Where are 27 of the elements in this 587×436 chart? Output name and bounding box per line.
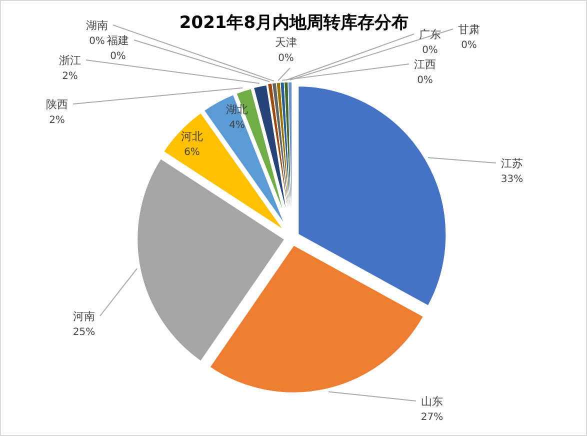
data-label: 33% (500, 174, 524, 185)
chart-title: 2021年8月内地周转库存分布 (179, 13, 409, 33)
slice-label: 江苏 (501, 157, 523, 170)
data-label: 0% (461, 40, 477, 51)
slice-label: 山东 (421, 395, 443, 408)
data-label: 0% (110, 51, 126, 62)
slice-label: 河南 (73, 310, 95, 323)
data-label: 0% (89, 36, 105, 47)
slice-label: 湖南 (86, 19, 108, 32)
data-label: 2% (49, 115, 65, 126)
data-label: 25% (72, 327, 96, 338)
slice-label: 浙江 (59, 54, 81, 67)
data-label: 6% (184, 147, 200, 158)
slice-label: 福建 (107, 34, 129, 47)
data-label: 0% (417, 75, 433, 86)
slice-label: 天津 (275, 36, 297, 49)
data-label: 0% (422, 45, 438, 56)
slice-label: 陕西 (46, 98, 68, 111)
data-label: 27% (420, 412, 444, 423)
data-label: 0% (278, 53, 294, 64)
slice-label: 广东 (419, 28, 441, 41)
data-label: 4% (229, 120, 245, 131)
slice-label: 河北 (181, 130, 203, 143)
slice-label: 江西 (414, 58, 436, 71)
data-label: 2% (62, 71, 78, 82)
slice-label: 湖北 (226, 103, 248, 116)
slice-label: 甘肃 (458, 23, 480, 36)
